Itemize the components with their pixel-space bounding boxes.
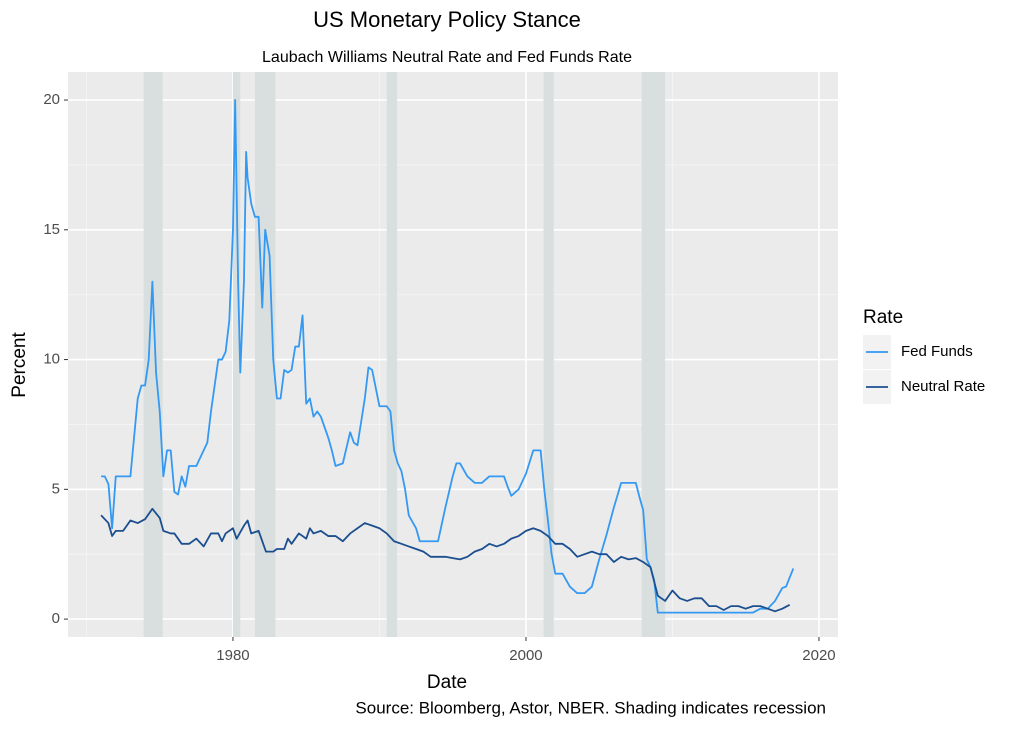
legend-label: Fed Funds <box>901 343 973 360</box>
recession-band <box>232 72 241 637</box>
plot-background <box>68 72 838 637</box>
caption: Source: Bloomberg, Astor, NBER. Shading … <box>355 698 826 717</box>
chart-title: US Monetary Policy Stance <box>313 7 581 32</box>
line-series <box>100 507 791 613</box>
x-tick-label: 2020 <box>802 647 835 664</box>
recession-band <box>386 72 398 637</box>
y-tick-label: 20 <box>43 91 60 108</box>
x-tick-label: 2000 <box>509 647 542 664</box>
chart-subtitle: Laubach Williams Neutral Rate and Fed Fu… <box>262 49 632 66</box>
line-series <box>101 99 795 614</box>
recession-band <box>641 72 666 637</box>
y-tick-label: 0 <box>52 610 60 627</box>
y-tick-label: 15 <box>43 221 60 238</box>
recession-band <box>543 72 554 637</box>
y-tick-label: 10 <box>43 351 60 368</box>
x-axis-title: Date <box>427 672 467 693</box>
recession-band <box>254 72 276 637</box>
legend-title: Rate <box>863 307 903 328</box>
y-tick-label: 5 <box>52 480 60 497</box>
recession-band <box>143 72 163 637</box>
y-axis-title: Percent <box>9 332 30 398</box>
legend-label: Neutral Rate <box>901 378 985 395</box>
x-tick-label: 1980 <box>216 647 249 664</box>
